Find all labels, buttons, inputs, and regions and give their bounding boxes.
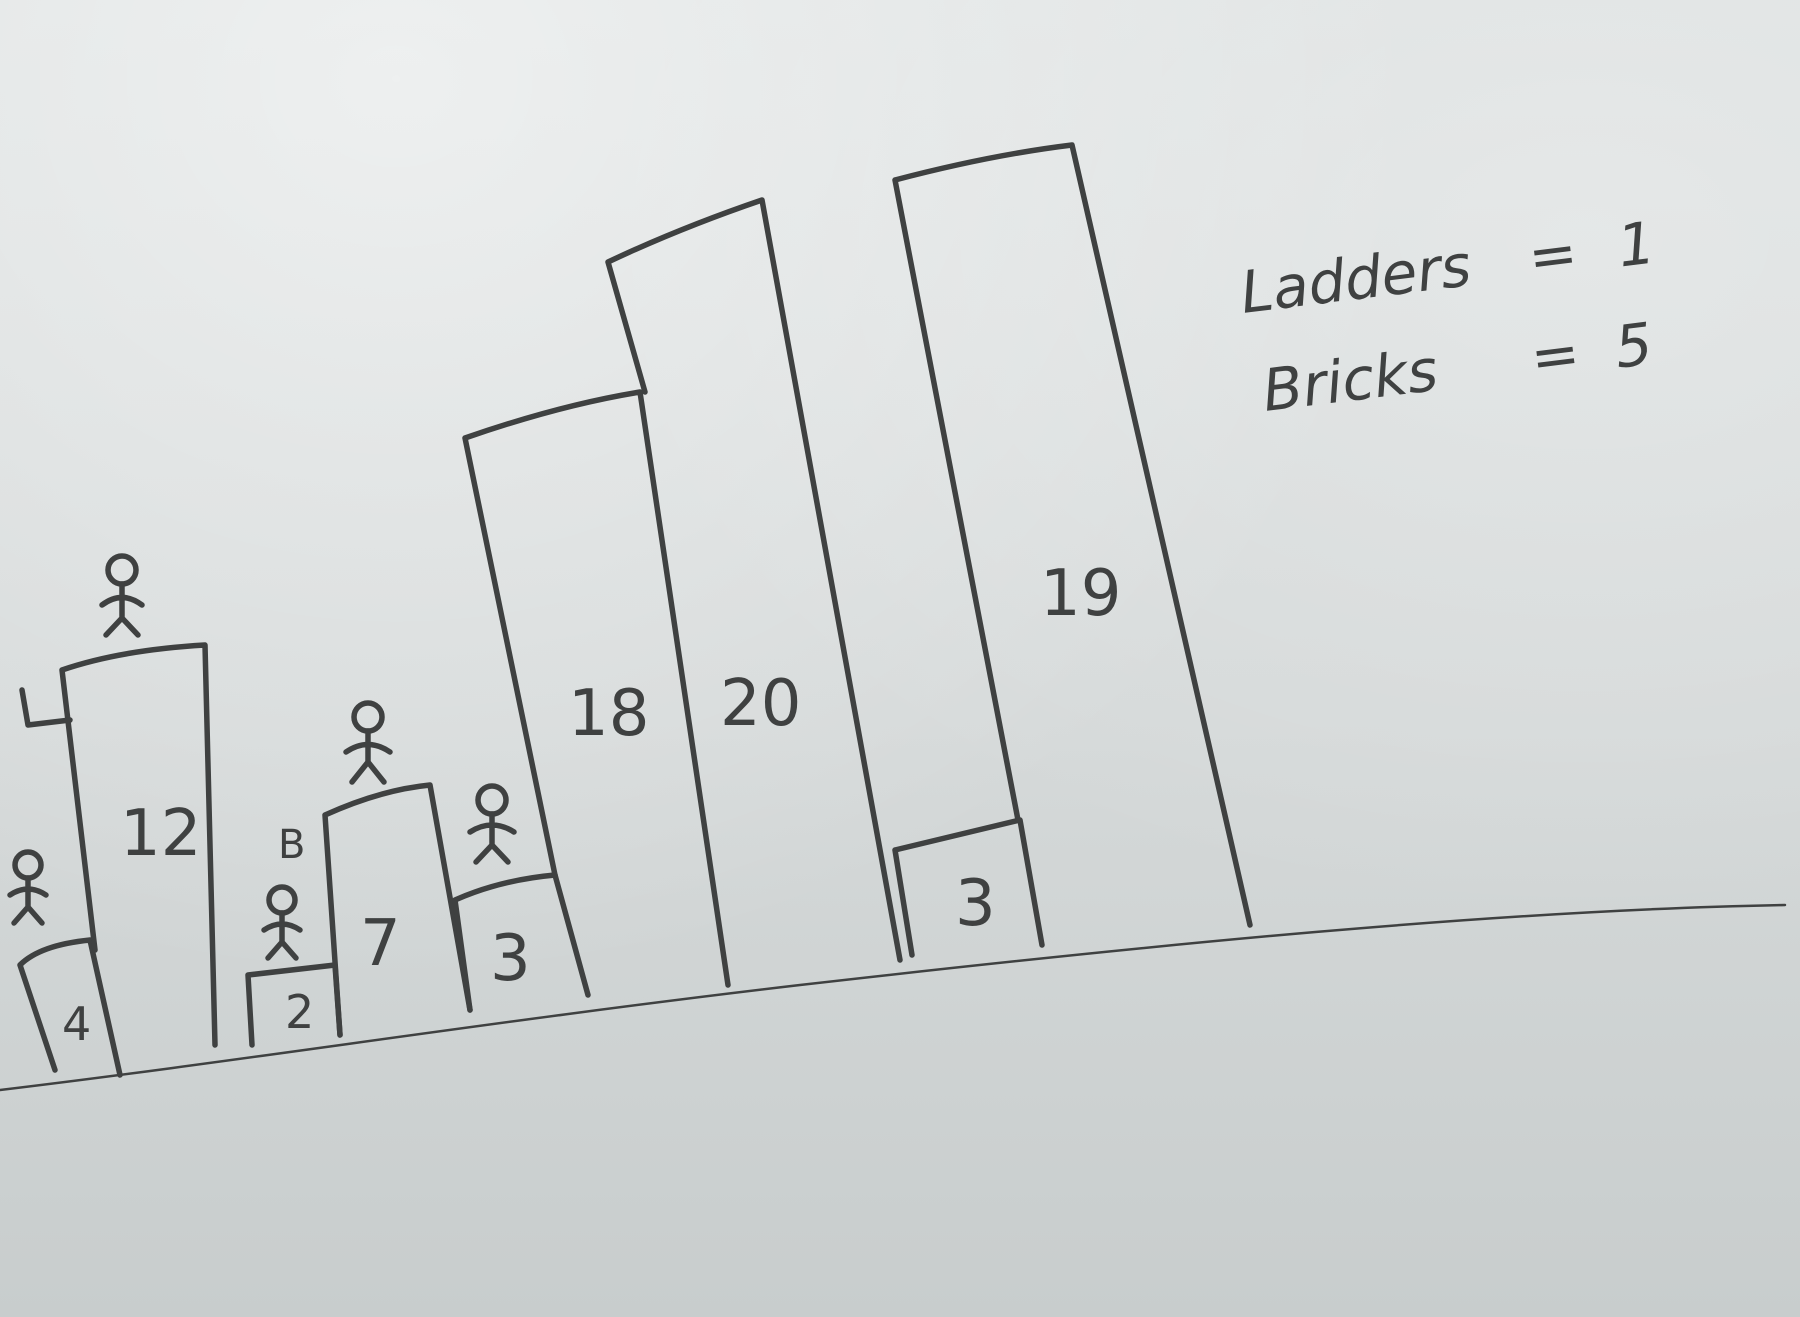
building-6: 18 <box>462 389 731 988</box>
legend-bricks-label: Bricks <box>1259 336 1441 425</box>
legend: Ladders = 1 Bricks = 5 <box>1237 209 1659 425</box>
building-9: 19 <box>892 142 1253 928</box>
building-8: 3 <box>892 817 1045 958</box>
stick-figure-icon <box>99 553 145 638</box>
legend-ladders-value: 1 <box>1614 209 1659 281</box>
building-5: 3 <box>452 872 591 1013</box>
stick-figure-icon <box>467 783 517 865</box>
building-4-label: 7 <box>360 907 401 981</box>
building-9-label: 19 <box>1040 557 1121 631</box>
building-7: 20 <box>605 197 903 963</box>
building-3: 2 <box>245 962 343 1048</box>
building-2: 12 <box>59 642 218 1048</box>
brick-icon: B <box>278 822 305 868</box>
building-1-label: 4 <box>62 997 91 1051</box>
ladder-icon <box>19 687 73 728</box>
building-5-label: 3 <box>490 922 531 996</box>
ground-line <box>0 903 1787 1092</box>
building-4: 7 <box>322 782 473 1038</box>
building-3-label: 2 <box>285 985 314 1039</box>
building-6-label: 18 <box>568 677 649 751</box>
building-1: 4 <box>17 937 123 1078</box>
stick-figure-icon <box>343 700 393 785</box>
legend-bricks-equals: = <box>1527 319 1584 392</box>
legend-ladders-label: Ladders <box>1237 231 1475 327</box>
building-7-label: 20 <box>720 667 801 741</box>
building-8-label: 3 <box>955 867 996 941</box>
stick-figure-icon <box>7 849 49 926</box>
building-2-label: 12 <box>120 797 201 871</box>
legend-ladders-equals: = <box>1525 218 1582 291</box>
stick-figure-icon <box>261 884 303 961</box>
legend-bricks-value: 5 <box>1611 310 1656 382</box>
